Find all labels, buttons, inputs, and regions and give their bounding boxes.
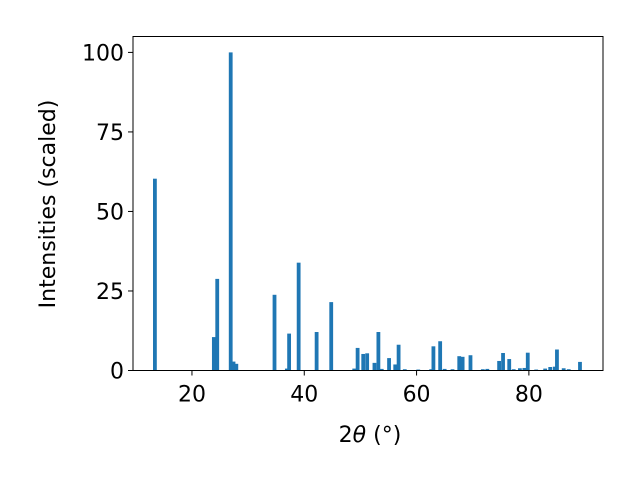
bar: [497, 360, 502, 371]
x-axis-ticks: 20 40 60 80: [178, 370, 543, 408]
bar: [429, 369, 434, 371]
y-axis-ticks: 0 25 50 75 100: [82, 41, 133, 385]
bar: [234, 363, 239, 371]
bar: [552, 366, 557, 371]
bar: [457, 356, 462, 371]
bar: [355, 347, 360, 371]
bar: [431, 346, 436, 371]
x-axis-label: 2θ (°): [339, 423, 402, 448]
bar: [379, 368, 384, 371]
x-axis-label-theta: θ: [353, 423, 367, 448]
bar: [372, 362, 377, 371]
x-tick-label: 80: [515, 383, 543, 408]
y-tick-label: 50: [96, 200, 124, 225]
bar: [555, 349, 559, 371]
bar: [522, 367, 527, 371]
bar: [215, 278, 220, 371]
y-tick-label: 25: [96, 280, 124, 305]
bar: [387, 358, 391, 371]
plot-frame: [132, 36, 604, 371]
bar: [507, 359, 512, 371]
bar: [396, 344, 401, 371]
x-axis-label-prefix: 2: [339, 423, 353, 448]
y-axis-label: Intensities (scaled): [36, 100, 61, 309]
y-tick-label: 100: [82, 41, 124, 66]
bar: [402, 369, 407, 371]
bar: [468, 355, 473, 371]
bar: [329, 302, 334, 371]
y-tick-label: 75: [96, 121, 124, 146]
bar: [272, 294, 277, 371]
bar: [228, 52, 233, 371]
bar: [361, 353, 366, 371]
bar: [438, 341, 443, 371]
bar-series: [153, 52, 582, 371]
y-tick-label: 0: [110, 360, 124, 385]
bar: [211, 337, 216, 371]
bar: [480, 369, 485, 371]
bar: [284, 368, 289, 371]
x-tick-label: 20: [178, 383, 206, 408]
bar: [525, 352, 530, 371]
bar: [578, 361, 582, 371]
bar: [566, 369, 571, 371]
x-tick-label: 40: [290, 383, 318, 408]
bar: [393, 364, 398, 371]
x-axis-label-suffix: (°): [366, 423, 401, 448]
bar: [460, 356, 465, 371]
bar: [485, 368, 490, 371]
bar: [543, 368, 548, 371]
bar: [352, 368, 357, 371]
x-tick-label: 60: [403, 383, 431, 408]
bar: [231, 361, 236, 371]
bar: [376, 332, 381, 371]
bar: [548, 367, 553, 371]
bar: [501, 353, 505, 371]
bar: [314, 332, 319, 371]
bar: [561, 368, 566, 371]
bar: [296, 262, 301, 371]
bar: [365, 353, 370, 371]
bar: [287, 333, 292, 371]
bar: [511, 369, 516, 371]
bar: [517, 368, 522, 371]
bar: [450, 369, 455, 371]
bar: [153, 178, 157, 371]
bar: [442, 368, 447, 371]
